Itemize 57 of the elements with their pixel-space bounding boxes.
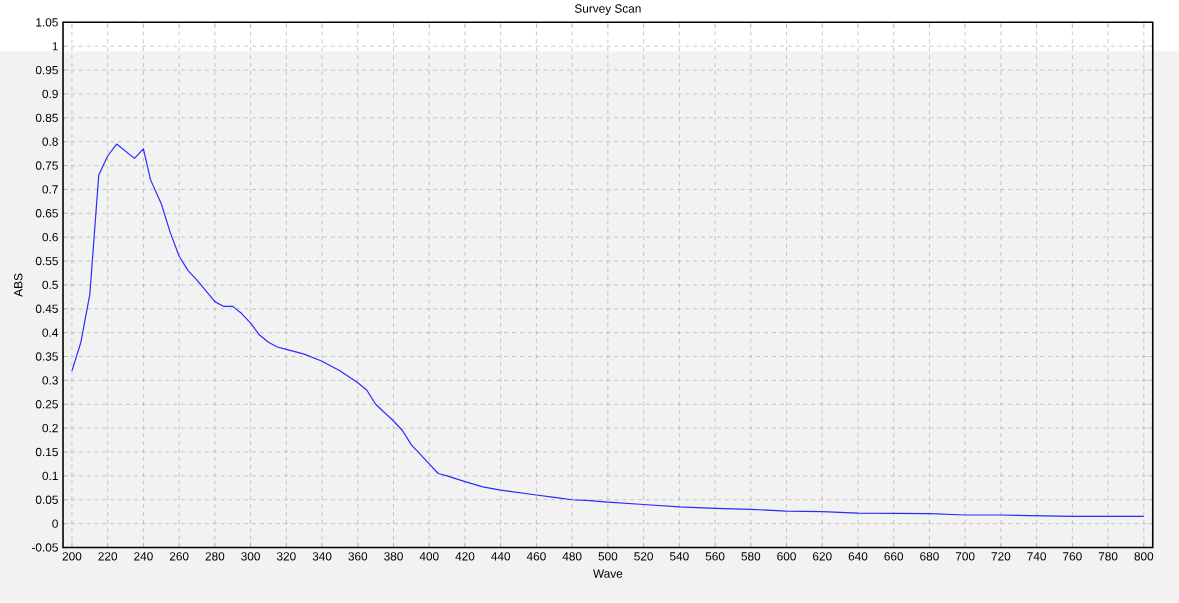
y-tick-label: 1.05 (36, 18, 58, 27)
x-tick-label: 720 (991, 552, 1011, 561)
y-tick-label: 0.75 (35, 161, 58, 170)
x-tick-label: 380 (384, 552, 403, 561)
x-tick-label: 780 (1098, 552, 1118, 561)
x-tick-label: 740 (1027, 552, 1047, 561)
x-tick-label: 600 (777, 552, 796, 561)
x-tick-label: 360 (348, 552, 368, 561)
y-tick-label: 0.9 (42, 89, 58, 99)
y-tick-label: 0.35 (35, 352, 58, 361)
x-tick-label: 660 (884, 552, 904, 561)
x-tick-label: 480 (562, 552, 582, 561)
x-tick-label: 500 (598, 552, 618, 561)
y-tick-label: 0.55 (35, 257, 58, 266)
x-tick-label: 580 (741, 552, 761, 561)
y-tick-label: 0.6 (42, 233, 58, 242)
y-tick-label: 0.85 (35, 113, 58, 123)
x-tick-label: 340 (312, 552, 332, 561)
x-tick-label: 400 (419, 552, 439, 561)
y-tick-label: 0.05 (35, 495, 58, 505)
x-tick-label: 560 (705, 552, 725, 561)
x-tick-label: 680 (920, 552, 939, 561)
x-tick-label: 240 (134, 552, 153, 561)
x-tick-label: 540 (669, 552, 689, 561)
y-tick-label: -0.05 (31, 543, 58, 552)
x-axis-title: Wave (593, 569, 623, 578)
x-tick-label: 640 (848, 552, 868, 561)
x-tick-label: 700 (955, 552, 975, 561)
x-tick-label: 320 (276, 552, 296, 561)
x-tick-label: 280 (205, 552, 225, 561)
y-tick-label: 0.95 (35, 66, 58, 75)
y-tick-label: 0.4 (42, 328, 59, 338)
y-tick-label: 0 (52, 519, 58, 528)
x-tick-label: 420 (455, 552, 475, 561)
y-tick-label: 0.1 (42, 471, 58, 481)
x-tick-label: 760 (1063, 552, 1082, 561)
x-tick-label: 200 (62, 552, 82, 561)
y-tick-label: 0.5 (42, 280, 58, 290)
y-tick-label: 0.45 (35, 304, 58, 314)
x-tick-label: 260 (169, 552, 189, 561)
y-tick-label: 1 (52, 42, 58, 51)
x-tick-label: 620 (812, 552, 832, 561)
y-axis-title: ABS (14, 273, 23, 297)
y-tick-label: 0.8 (42, 137, 58, 147)
x-tick-label: 220 (98, 552, 118, 561)
x-tick-label: 440 (491, 552, 511, 561)
y-tick-label: 0.7 (42, 185, 58, 194)
x-tick-label: 460 (526, 552, 546, 561)
y-tick-label: 0.3 (42, 376, 58, 385)
y-tick-label: 0.15 (35, 448, 58, 457)
y-tick-label: 0.25 (35, 400, 58, 409)
x-tick-label: 520 (634, 552, 653, 561)
x-tick-label: 800 (1134, 552, 1154, 561)
chart-title: Survey Scan (574, 4, 641, 16)
y-tick-label: 0.65 (35, 209, 58, 218)
x-tick-label: 300 (241, 552, 260, 561)
y-tick-label: 0.2 (42, 424, 58, 433)
